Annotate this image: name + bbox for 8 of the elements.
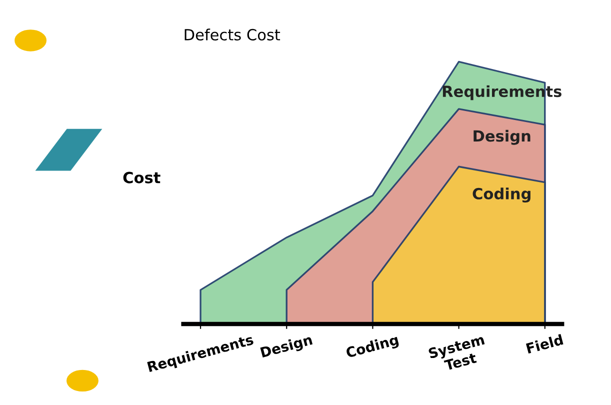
x-tick-label: System Test: [428, 334, 486, 371]
x-tick-label: Field: [526, 334, 564, 354]
x-tick-label: Design: [260, 334, 314, 360]
chart-title: Defects Cost: [184, 28, 280, 40]
x-tick-label: Coding: [345, 334, 400, 361]
series-label: Design: [474, 130, 530, 145]
y-axis-title: Cost: [123, 172, 160, 184]
series-label: Coding: [472, 188, 530, 203]
